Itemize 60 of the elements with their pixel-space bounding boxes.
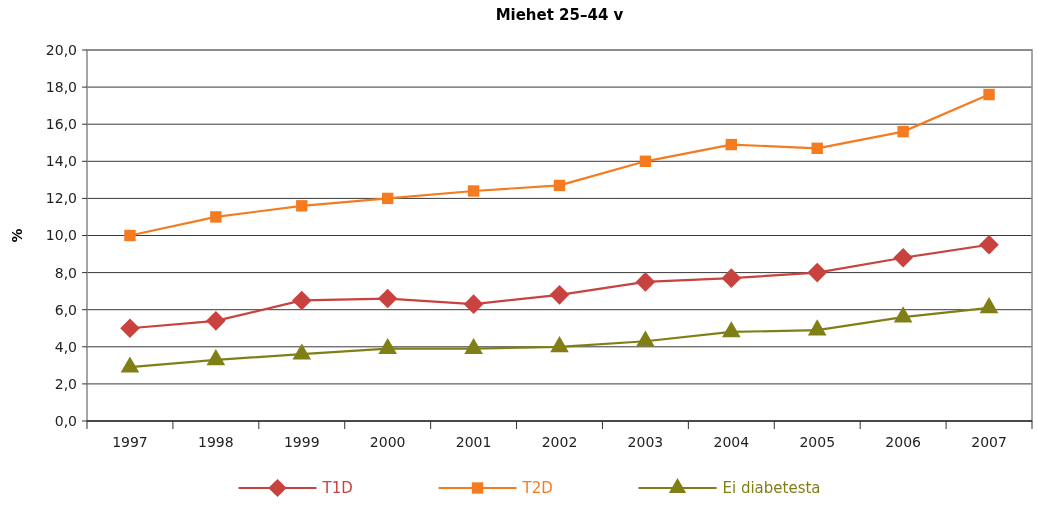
y-tick-label: 18,0: [45, 79, 77, 95]
point: [464, 337, 483, 355]
point: [983, 88, 995, 101]
point: [635, 272, 656, 292]
point: [381, 192, 394, 205]
y-tick-label: 2,0: [54, 375, 77, 392]
y-tick-label: 20,0: [45, 41, 77, 58]
point: [636, 330, 655, 347]
y-tick-label: 4,0: [54, 338, 77, 355]
point: [722, 321, 741, 338]
y-tick-label: 12,0: [45, 190, 77, 207]
point: [124, 229, 136, 242]
point: [377, 288, 398, 309]
legend-label: T1D: [321, 479, 353, 498]
point: [206, 349, 226, 366]
point: [553, 179, 566, 192]
point: [549, 285, 570, 305]
point: [807, 319, 827, 336]
y-tick-label: 14,0: [45, 153, 77, 170]
point: [206, 311, 226, 331]
point: [296, 200, 308, 212]
x-tick-label: 2002: [541, 434, 578, 450]
y-tick-label: 0,0: [54, 412, 77, 429]
y-tick-label: 16,0: [45, 116, 77, 133]
point: [120, 356, 140, 373]
point: [893, 306, 913, 323]
x-tick-label: 2006: [885, 434, 922, 450]
y-tick-label: 6,0: [54, 301, 77, 318]
point: [979, 234, 999, 255]
x-tick-label: 2000: [369, 434, 406, 450]
text: Ei diabetesta: [722, 479, 821, 498]
x-tick-label: 2001: [455, 434, 492, 450]
x-tick-label: 2007: [971, 434, 1007, 450]
point: [639, 155, 652, 167]
point: [210, 211, 222, 223]
point: [463, 294, 484, 314]
x-tick-label: 1997: [112, 434, 148, 450]
x-tick-label: 2005: [799, 434, 836, 450]
x-tick-label: 2004: [713, 434, 750, 450]
y-tick-label: 10,0: [45, 227, 77, 244]
point: [807, 262, 828, 283]
chart-title: Miehet 25–44 v: [495, 6, 624, 24]
point: [979, 297, 999, 314]
x-tick-label: 1998: [198, 434, 234, 450]
point: [291, 290, 312, 311]
point: [721, 268, 742, 288]
point: [725, 138, 738, 151]
x-tick-label: 2003: [627, 434, 664, 450]
x-tick-label: 1999: [283, 434, 320, 450]
point: [897, 125, 909, 138]
point: [467, 185, 480, 197]
point: [550, 336, 569, 353]
y-tick-label: 8,0: [54, 264, 77, 281]
text: T2D: [521, 479, 553, 498]
point: [811, 142, 823, 155]
point: [893, 247, 913, 268]
point: [292, 343, 312, 360]
point: [120, 318, 140, 339]
y-axis-title: %: [9, 228, 25, 243]
point: [378, 337, 397, 355]
